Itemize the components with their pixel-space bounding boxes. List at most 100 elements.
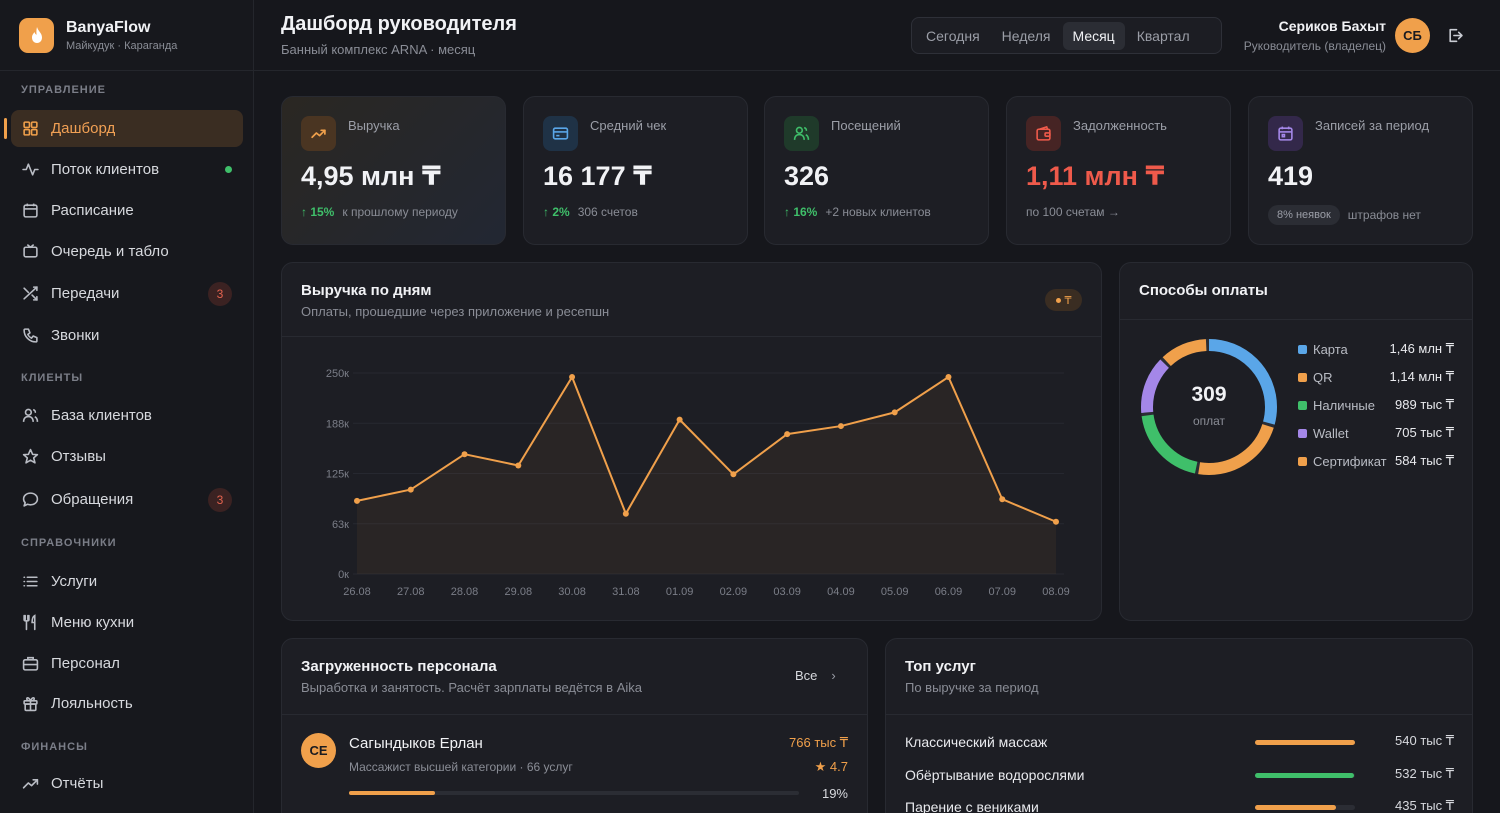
kpi-card-bookings[interactable]: Записей за период 419 8% неявок штрафов н… [1248, 96, 1473, 245]
briefcase-icon [22, 656, 39, 671]
period-week-button[interactable]: Неделя [1001, 27, 1051, 44]
panel-title: Загруженность персонала [301, 658, 497, 675]
data-point [891, 409, 898, 416]
sidebar-item-label: Передачи [51, 285, 120, 302]
donut-segment [1141, 339, 1277, 475]
donut-total-label: оплат [1192, 414, 1226, 428]
sidebar-item-queue[interactable]: Очередь и табло [11, 233, 243, 270]
data-point [461, 451, 468, 458]
service-value: 435 тыс ₸ [1395, 798, 1454, 813]
sidebar-item-kitchen-menu[interactable]: Меню кухни [11, 604, 243, 641]
sidebar-item-label: Персонал [51, 655, 120, 672]
revenue-line-chart: 0к 63к 125к 188к 250к 26.08 27.08 28.08 29.08 30.… [326, 368, 1070, 598]
y-tick-label: 0к [338, 569, 349, 581]
chevron-right-icon: › [831, 668, 836, 683]
user-avatar[interactable]: СБ [1395, 18, 1430, 53]
kpi-value: 326 [784, 161, 830, 191]
x-tick-label: 27.08 [397, 586, 425, 598]
data-point [407, 486, 414, 493]
legend-name: QR [1313, 369, 1333, 385]
sidebar-item-dashboard[interactable]: Дашборд [4, 110, 243, 147]
sidebar-item-transfers[interactable]: Передачи 3 [11, 275, 243, 312]
x-tick-label: 26.08 [343, 586, 371, 598]
sidebar-item-loyalty[interactable]: Лояльность [11, 685, 243, 722]
service-name: Парение с вениками [905, 799, 1039, 813]
panel-divider [886, 714, 1472, 715]
period-month-button[interactable]: Месяц [1062, 21, 1125, 50]
kpi-card-visits[interactable]: Посещений 326 ↑ 16% +2 новых клиентов [764, 96, 989, 245]
period-quarter-button[interactable]: Квартал [1136, 27, 1190, 44]
kpi-card-revenue[interactable]: Выручка 4,95 млн ₸ ↑ 15% к прошлому перио… [281, 96, 506, 245]
legend-swatch [1298, 456, 1307, 466]
top-services-panel: Топ услуг По выручке за период Классичес… [885, 638, 1473, 813]
sidebar-item-calls[interactable]: Звонки [11, 317, 243, 354]
x-tick-label: 31.08 [612, 586, 640, 598]
sidebar-item-label: Звонки [51, 327, 100, 344]
series-area [357, 377, 1056, 574]
service-share-fill [1255, 773, 1354, 778]
legend-item: Сертификат 584 тыс ₸ [1298, 451, 1454, 471]
sidebar-item-client-flow[interactable]: Поток клиентов [11, 151, 243, 188]
kpi-card-debt[interactable]: Задолженность 1,11 млн ₸ по 100 счетам → [1006, 96, 1231, 245]
staff-name[interactable]: Сагындыков Ерлан [349, 735, 483, 752]
donut-segment [1141, 339, 1277, 475]
kpi-value: 1,11 млн ₸ [1026, 161, 1165, 191]
nav-section-finance: ФИНАНСЫ [21, 741, 88, 753]
kpi-label: Выручка [348, 118, 400, 133]
data-point [945, 374, 952, 381]
legend-name: Карта [1313, 341, 1348, 357]
currency-chip[interactable]: ₸ [1045, 289, 1082, 311]
activity-icon [22, 163, 39, 176]
y-tick-label: 250к [326, 368, 349, 380]
sidebar-item-reports[interactable]: Отчёты [11, 765, 243, 802]
sidebar-item-reviews[interactable]: Отзывы [11, 438, 243, 475]
legend-name: Сертификат [1313, 453, 1387, 469]
page-subtitle: Банный комплекс ARNA · месяц [281, 42, 476, 57]
data-point [622, 510, 629, 517]
trend-up-icon [301, 116, 336, 151]
shuffle-icon [23, 286, 38, 301]
staff-role: Массажист высшей категории · 66 услуг [349, 760, 573, 774]
panel-subtitle: Оплаты, прошедшие через приложение и рес… [301, 304, 610, 319]
service-row[interactable]: Классический массаж 540 тыс ₸ [905, 732, 1454, 752]
x-tick-label: 28.08 [451, 586, 479, 598]
sidebar-item-label: Отзывы [51, 448, 106, 465]
x-tick-label: 02.09 [720, 586, 748, 598]
revenue-chart-panel: Выручка по дням Оплаты, прошедшие через … [281, 262, 1102, 621]
kpi-note-link[interactable]: по 100 счетам → [1026, 205, 1120, 219]
kpi-value: 16 177 ₸ [543, 161, 652, 191]
nav-section-references: СПРАВОЧНИКИ [21, 537, 117, 549]
sidebar-item-appeals[interactable]: Обращения 3 [11, 481, 243, 518]
legend-value: 1,46 млн ₸ [1389, 341, 1455, 356]
utensils-icon [23, 614, 36, 631]
service-row[interactable]: Обёртывание водорослями 532 тыс ₸ [905, 765, 1454, 785]
user-role: Руководитель (владелец) [1243, 39, 1386, 53]
legend-value: 1,14 млн ₸ [1389, 369, 1455, 384]
kpi-delta: ↑ 15% [301, 205, 335, 219]
service-row[interactable]: Парение с вениками 435 тыс ₸ [905, 797, 1454, 813]
legend-name: Wallet [1313, 425, 1349, 441]
kpi-card-average-check[interactable]: Средний чек 16 177 ₸ ↑ 2% 306 счетов [523, 96, 748, 245]
staff-rating: ★ 4.7 [814, 759, 848, 774]
service-share-fill [1255, 805, 1336, 810]
trending-icon [22, 778, 39, 789]
service-share-fill [1255, 740, 1355, 745]
sidebar-item-label: База клиентов [51, 407, 152, 424]
sidebar-item-staff[interactable]: Персонал [11, 645, 243, 682]
sidebar-item-client-base[interactable]: База клиентов [11, 397, 243, 434]
brand[interactable]: BanyaFlow Майкудук · Караганда [0, 0, 253, 71]
panel-subtitle: По выручке за период [905, 680, 1039, 695]
period-today-button[interactable]: Сегодня [926, 27, 980, 44]
sidebar-item-services[interactable]: Услуги [11, 563, 243, 600]
tv-icon [23, 243, 38, 258]
view-all-staff-link[interactable]: Все › [795, 668, 836, 683]
kpi-label: Записей за период [1315, 118, 1430, 133]
calendar-icon [1268, 116, 1303, 151]
list-icon [23, 576, 38, 587]
users-icon [784, 116, 819, 151]
sidebar-item-schedule[interactable]: Расписание [11, 192, 243, 229]
logout-icon[interactable] [1447, 27, 1464, 44]
donut-total: 309 [1191, 383, 1227, 406]
message-icon [22, 492, 39, 507]
kpi-label: Посещений [831, 118, 901, 133]
